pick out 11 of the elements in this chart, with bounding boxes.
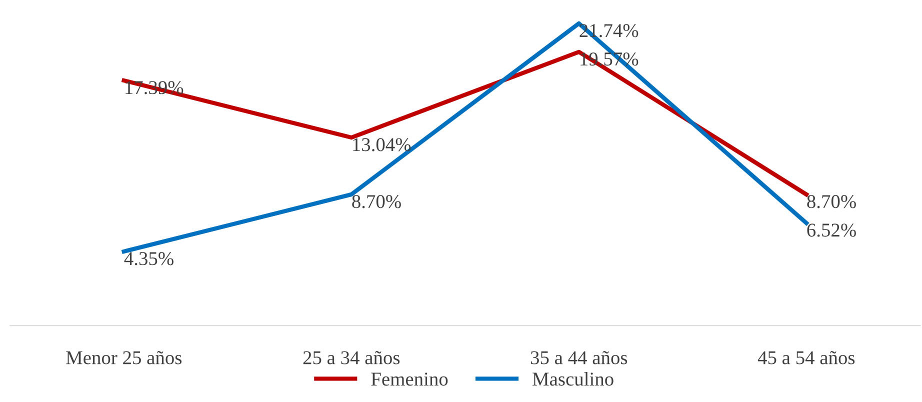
data-label: 6.52% (807, 224, 856, 237)
legend-label: Femenino (371, 372, 448, 386)
x-tick-label: Menor 25 años (66, 351, 182, 364)
data-label: 13.04% (353, 138, 411, 152)
data-label: 8.70% (807, 195, 856, 208)
x-tick-label: 35 a 44 años (530, 351, 628, 364)
data-label: 8.70% (352, 195, 401, 208)
x-tick-label: 25 a 34 años (303, 351, 400, 364)
legend-label: Masculino (532, 372, 614, 386)
x-tick-label: 45 a 54 años (758, 351, 855, 364)
data-label: 4.35% (124, 252, 174, 266)
